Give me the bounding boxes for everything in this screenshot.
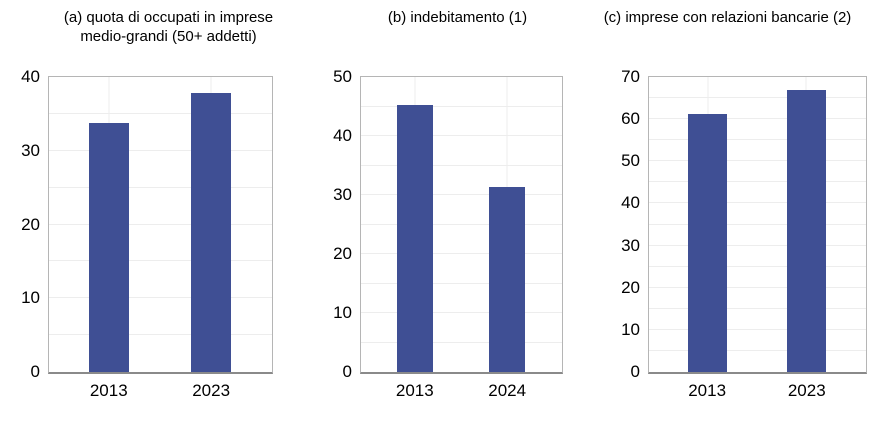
x-tick-label: 2013	[688, 381, 727, 400]
y-tick-label: 50	[333, 67, 352, 86]
bar-2013	[397, 104, 434, 372]
h-gridline	[49, 112, 272, 114]
h-gridline	[361, 282, 562, 284]
h-gridline	[361, 194, 562, 195]
chart-title-c: (c) imprese con relazioni bancarie (2)	[548, 8, 882, 27]
h-gridline	[361, 253, 562, 254]
h-gridline	[649, 202, 866, 204]
h-gridline	[649, 328, 866, 330]
y-tick-label: 0	[630, 362, 640, 381]
y-tick-label: 0	[342, 362, 352, 381]
chart-panel-c: (c) imprese con relazioni bancarie (2) 0…	[604, 0, 867, 434]
chart-title-b: (b) indebitamento (1)	[296, 8, 619, 27]
x-tick-label: 2023	[192, 381, 231, 400]
plot-area-a: 0 10 20 30 40	[21, 68, 273, 381]
y-tick-label: 50	[621, 151, 640, 171]
bar-2023	[190, 93, 231, 372]
y-tick-label: 40	[621, 193, 640, 213]
y-tick-label: 10	[621, 319, 640, 339]
y-tick-label: 40	[333, 126, 352, 145]
x-tick-label: 2023	[787, 381, 826, 400]
h-gridline	[49, 223, 272, 225]
x-tick-label: 2013	[89, 381, 128, 400]
h-gridline	[649, 349, 866, 351]
y-tick-label: 10	[21, 288, 40, 308]
x-tick-label: 2024	[488, 381, 527, 400]
h-gridline	[649, 286, 866, 288]
chart-title-a: (a) quota di occupati in imprese medio-gr…	[0, 8, 341, 46]
h-gridline	[361, 341, 562, 343]
h-gridline	[49, 260, 272, 262]
y-tick-label: 20	[21, 214, 40, 234]
h-gridline	[361, 105, 562, 107]
h-gridline	[649, 139, 866, 141]
chart-panel-a: (a) quota di occupati in imprese medio-gr…	[21, 0, 273, 434]
h-gridline	[649, 307, 866, 309]
h-gridline	[649, 118, 866, 120]
bar-2013	[89, 122, 130, 372]
y-tick-label: 60	[621, 109, 640, 129]
bar-2013	[688, 113, 728, 372]
h-gridline	[649, 223, 866, 225]
h-gridline	[649, 97, 866, 99]
y-tick-label: 70	[621, 67, 640, 86]
y-tick-label: 30	[21, 140, 40, 160]
chart-panel-b: (b) indebitamento (1) 0 10 20 30 40 50 2013 20…	[333, 0, 563, 434]
h-gridline	[49, 297, 272, 299]
h-gridline	[649, 160, 866, 162]
h-gridline	[49, 149, 272, 151]
h-gridline	[49, 186, 272, 188]
chart-title-line: (a) quota di occupati in imprese	[63, 9, 274, 26]
y-tick-label: 40	[21, 67, 40, 86]
y-tick-label: 30	[333, 185, 352, 204]
h-gridline	[361, 135, 562, 136]
y-tick-label: 0	[30, 362, 40, 381]
chart-title-line: (c) imprese con relazioni bancarie (2)	[603, 9, 852, 26]
h-gridline	[361, 312, 562, 313]
h-gridline	[361, 164, 562, 166]
h-gridline	[361, 223, 562, 225]
chart-title-line: medio-grandi (50+ addetti)	[80, 28, 257, 45]
plot-area-c: 0 10 20 30 40 50 60 70	[621, 68, 867, 381]
y-tick-label: 10	[333, 303, 352, 322]
h-gridline	[649, 265, 866, 267]
h-gridline	[649, 244, 866, 246]
chart-title-line: (b) indebitamento (1)	[387, 9, 528, 26]
bar-2024	[488, 186, 525, 372]
bar-2023	[786, 90, 826, 372]
y-tick-label: 20	[333, 244, 352, 263]
x-tick-label: 2013	[395, 381, 434, 400]
y-tick-label: 30	[621, 235, 640, 255]
h-gridline	[649, 181, 866, 183]
h-gridline	[49, 334, 272, 336]
plot-area-b: 0 10 20 30 40 50	[333, 68, 563, 381]
y-tick-label: 20	[621, 277, 640, 297]
